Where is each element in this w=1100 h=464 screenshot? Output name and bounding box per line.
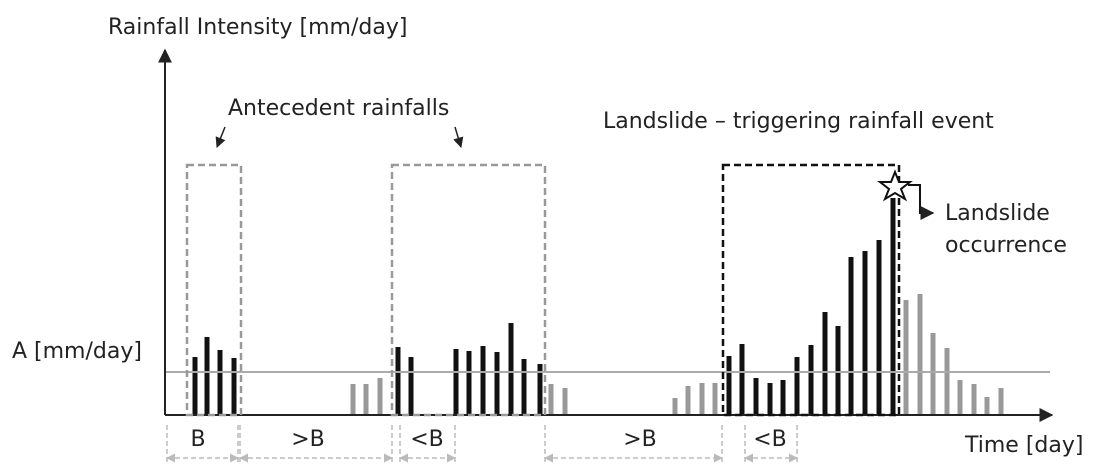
diagram: Rainfall Intensity [mm/day] Time [day] A… — [0, 0, 1100, 464]
rain-bar — [686, 386, 691, 415]
rain-bar — [727, 356, 732, 415]
rain-bar — [396, 347, 401, 415]
occurrence-label: occurrence — [945, 233, 1067, 258]
rain-bar — [378, 378, 383, 415]
rain-bar — [713, 383, 718, 415]
rain-bar — [409, 357, 414, 415]
rain-bar — [454, 349, 459, 415]
rain-bar — [972, 384, 977, 415]
threshold-label: A [mm/day] — [12, 339, 142, 364]
rain-bar — [809, 345, 814, 415]
y-axis-label: Rainfall Intensity [mm/day] — [108, 15, 407, 40]
rain-bar — [481, 346, 486, 415]
rain-bar — [958, 380, 963, 415]
rain-bar — [232, 358, 237, 415]
rain-bar — [849, 257, 854, 415]
rain-bar — [522, 359, 527, 415]
rain-bar — [918, 294, 923, 415]
pointer — [908, 185, 933, 213]
interval-label: >B — [623, 427, 657, 452]
rain-bar — [781, 380, 786, 415]
rain-bar — [549, 384, 554, 415]
rain-bar — [836, 326, 841, 415]
x-axis-label: Time [day] — [964, 433, 1083, 458]
rain-bar — [754, 378, 759, 415]
rain-bar — [700, 383, 705, 415]
rain-bar — [495, 352, 500, 415]
interval-label: <B — [753, 427, 787, 452]
rain-bar — [863, 251, 868, 415]
interval-label: >B — [291, 427, 325, 452]
rain-bar — [823, 312, 828, 415]
rain-bar — [999, 388, 1004, 415]
rain-bar — [904, 300, 909, 415]
rain-bar — [795, 357, 800, 415]
rain-bar — [193, 357, 198, 415]
rain-bar — [467, 351, 472, 415]
rain-bar — [364, 384, 369, 415]
antecedent-label: Antecedent rainfalls — [228, 96, 449, 121]
rain-bar — [218, 350, 223, 415]
occurrence-label: Landslide — [945, 201, 1050, 226]
event-label: Landslide – triggering rainfall event — [603, 109, 994, 134]
rain-bar — [768, 383, 773, 415]
rain-bar — [891, 198, 896, 415]
interval-label: B — [190, 427, 205, 452]
rain-bar — [351, 384, 356, 415]
rain-bar — [205, 337, 210, 415]
star — [880, 172, 910, 199]
pointer — [217, 127, 225, 147]
rain-bar — [931, 333, 936, 415]
pointer — [455, 127, 461, 147]
rain-bar — [945, 348, 950, 415]
rain-bar — [673, 398, 678, 415]
rain-bar — [740, 344, 745, 415]
rain-bar — [509, 323, 514, 415]
rain-bar — [877, 240, 882, 415]
interval-label: <B — [410, 427, 444, 452]
rain-bar — [563, 388, 568, 415]
rain-bar — [985, 397, 990, 415]
rain-bars — [193, 198, 1004, 415]
